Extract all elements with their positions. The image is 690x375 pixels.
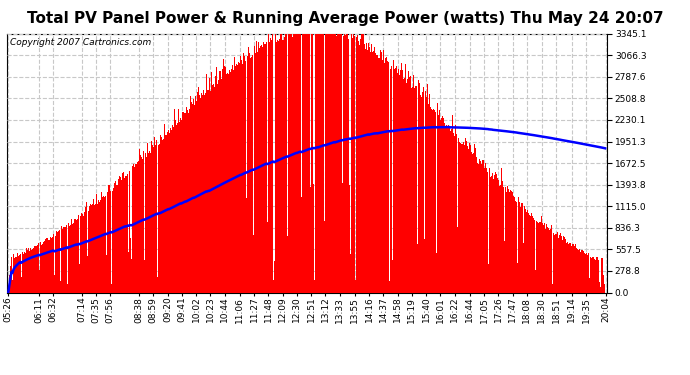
Text: Copyright 2007 Cartronics.com: Copyright 2007 Cartronics.com bbox=[10, 38, 151, 46]
Text: Total PV Panel Power & Running Average Power (watts) Thu May 24 20:07: Total PV Panel Power & Running Average P… bbox=[27, 11, 663, 26]
